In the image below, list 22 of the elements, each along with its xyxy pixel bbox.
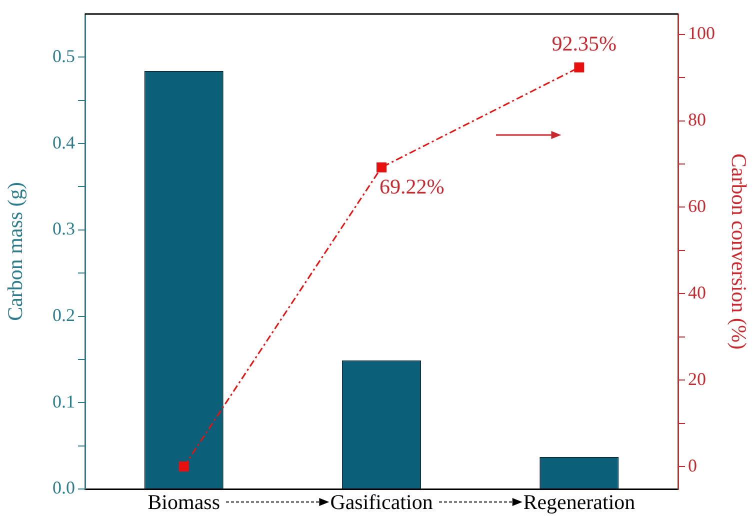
y-tick-label: 0.4 [52,132,75,152]
y2-tick-label: 80 [688,109,706,130]
data-label: 92.35% [552,31,617,56]
point [574,62,584,72]
y-tick-label: 0.2 [52,305,75,326]
point [178,462,189,472]
x-tick-label: Gasification [330,490,434,514]
y2-tick-label: 20 [688,368,706,389]
data-label: 69.22% [380,174,444,198]
y2-tick-label: 40 [688,282,706,302]
y2-axis-title: Carbon conversion (%) [726,154,751,350]
y2-tick-label: 0 [688,455,697,476]
y-tick-label: 0.0 [52,478,75,498]
y2-tick-label: 60 [688,196,706,216]
y2-tick-label: 100 [688,23,715,44]
x-tick-label: Biomass [148,490,220,514]
x-tick-label: Regeneration [523,490,636,514]
y-tick-label: 0.3 [52,218,75,239]
y-axis-title: Carbon mass (g) [3,182,28,321]
y-tick-label: 0.1 [52,391,75,412]
y-tick-label: 0.5 [52,46,75,66]
point [376,162,386,172]
